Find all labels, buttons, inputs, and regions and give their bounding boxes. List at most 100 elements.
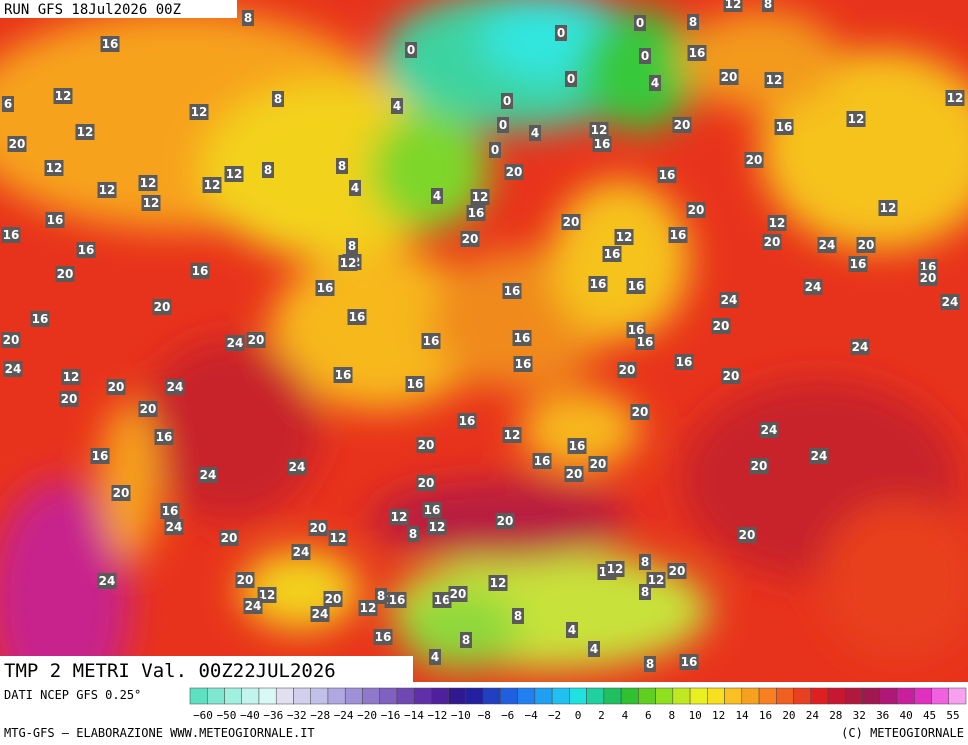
temp-label: 20: [221, 531, 238, 545]
map-title: TMP 2 METRI Val. 00Z22JUL2026: [4, 660, 336, 682]
temp-label: 4: [651, 76, 659, 90]
temp-label: 24: [227, 336, 244, 350]
temp-label: 20: [688, 203, 705, 217]
label-box: [291, 544, 311, 560]
label-box: [668, 227, 688, 243]
temp-label: 12: [490, 576, 507, 590]
scale-label: 14: [735, 709, 749, 722]
temp-label: 20: [920, 271, 937, 285]
temp-label: 16: [514, 331, 531, 345]
label-box: [219, 530, 239, 546]
scale-label: −40: [240, 709, 260, 722]
run-info: RUN GFS 18Jul2026 00Z: [4, 2, 181, 18]
scale-swatch: [689, 687, 708, 705]
label-box: [918, 270, 938, 286]
label-box: [323, 591, 343, 607]
scale-label: 6: [645, 709, 652, 722]
label-box: [336, 158, 348, 174]
temp-label: 0: [499, 118, 507, 132]
temp-label: 8: [244, 11, 252, 25]
temp-label: 16: [637, 335, 654, 349]
label-box: [421, 333, 441, 349]
label-box: [389, 509, 409, 525]
label-box: [349, 180, 361, 196]
label-box: [588, 641, 600, 657]
temp-label: 20: [310, 521, 327, 535]
temp-label: 16: [604, 247, 621, 261]
scale-swatch: [379, 687, 398, 705]
scale-swatch: [914, 687, 932, 705]
label-box: [416, 475, 436, 491]
temp-label: 16: [407, 377, 424, 391]
label-box: [460, 231, 480, 247]
label-box: [416, 437, 436, 453]
temperature-field: [0, 0, 968, 720]
scale-label: −6: [501, 709, 514, 722]
label-box: [190, 263, 210, 279]
temp-label: 4: [568, 623, 576, 637]
label-box: [338, 255, 358, 271]
label-box: [687, 45, 707, 61]
label-box: [686, 202, 706, 218]
scale-label: −20: [357, 709, 377, 722]
scale-swatch: [534, 687, 553, 705]
label-box: [644, 656, 656, 672]
label-box: [1, 227, 21, 243]
temp-label: 16: [569, 439, 586, 453]
scale-swatch: [431, 687, 449, 705]
temp-label: 8: [462, 633, 470, 647]
label-box: [100, 36, 120, 52]
scale-swatch: [362, 687, 380, 705]
temp-label: 8: [409, 527, 417, 541]
label-box: [44, 160, 64, 176]
label-box: [328, 530, 348, 546]
label-box: [762, 234, 782, 250]
label-box: [749, 458, 769, 474]
temp-label: 0: [503, 94, 511, 108]
label-box: [315, 280, 335, 296]
label-box: [764, 72, 784, 88]
temp-label: 16: [349, 310, 366, 324]
temp-label: 20: [450, 587, 467, 601]
scale-label: −8: [478, 709, 491, 722]
temp-label: 20: [721, 70, 738, 84]
label-box: [672, 117, 692, 133]
temp-label: 24: [167, 380, 184, 394]
temp-label: 16: [515, 357, 532, 371]
label-box: [945, 90, 965, 106]
label-box: [567, 438, 587, 454]
label-box: [138, 175, 158, 191]
scale-swatch: [189, 687, 208, 705]
temp-label: 24: [942, 295, 959, 309]
temp-label: 4: [590, 642, 598, 656]
label-box: [308, 520, 328, 536]
label-box: [614, 229, 634, 245]
label-box: [243, 598, 263, 614]
label-box: [605, 561, 625, 577]
temp-label: 12: [725, 0, 742, 11]
label-box: [639, 554, 651, 570]
label-box: [111, 485, 131, 501]
scale-swatch: [758, 687, 777, 705]
scale-label: 4: [622, 709, 629, 722]
scale-swatch: [810, 687, 829, 705]
temp-label: 20: [674, 118, 691, 132]
scale-label: 40: [900, 709, 913, 722]
temp-label: 24: [721, 293, 738, 307]
temp-label: 20: [566, 467, 583, 481]
temp-label: 16: [659, 168, 676, 182]
temp-label: 20: [746, 153, 763, 167]
temp-label: 24: [5, 362, 22, 376]
label-box: [235, 572, 255, 588]
temp-label: 20: [325, 592, 342, 606]
temp-label: 0: [557, 26, 565, 40]
temp-label: 0: [636, 16, 644, 30]
temp-label: 16: [375, 630, 392, 644]
label-box: [75, 124, 95, 140]
scale-label: −10: [451, 709, 471, 722]
temp-label: 24: [289, 460, 306, 474]
scale-label: 28: [829, 709, 842, 722]
scale-swatch: [741, 687, 760, 705]
